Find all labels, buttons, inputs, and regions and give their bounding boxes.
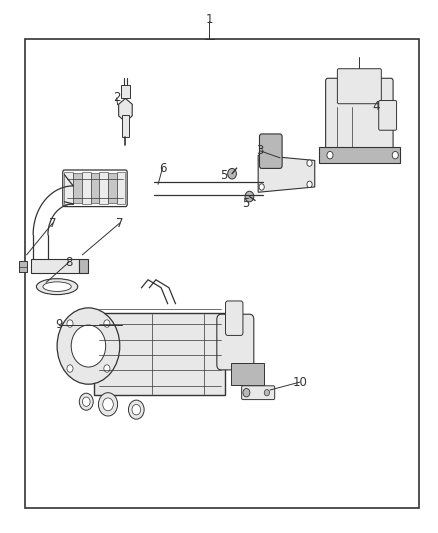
FancyBboxPatch shape <box>31 259 79 273</box>
Text: 4: 4 <box>373 100 380 113</box>
Circle shape <box>128 400 144 419</box>
Text: 9: 9 <box>55 318 63 332</box>
Bar <box>108 173 117 204</box>
Text: 5: 5 <box>242 197 250 211</box>
Bar <box>117 172 125 205</box>
Circle shape <box>327 151 333 159</box>
Circle shape <box>67 365 73 372</box>
FancyBboxPatch shape <box>94 313 225 395</box>
Circle shape <box>259 157 264 164</box>
Circle shape <box>82 397 90 406</box>
FancyBboxPatch shape <box>242 386 275 400</box>
Ellipse shape <box>36 279 78 295</box>
Circle shape <box>71 325 106 367</box>
Text: 1: 1 <box>206 13 213 27</box>
Circle shape <box>99 393 117 416</box>
FancyBboxPatch shape <box>379 101 396 130</box>
Bar <box>82 172 91 205</box>
Text: 2: 2 <box>113 91 120 104</box>
FancyBboxPatch shape <box>226 301 243 335</box>
Text: 8: 8 <box>65 256 73 269</box>
Circle shape <box>104 320 110 327</box>
Bar <box>25 38 419 508</box>
FancyBboxPatch shape <box>319 147 399 163</box>
FancyBboxPatch shape <box>337 69 381 104</box>
Ellipse shape <box>339 70 379 92</box>
Circle shape <box>103 398 113 411</box>
Text: 10: 10 <box>293 376 307 389</box>
Text: 5: 5 <box>220 169 227 182</box>
Circle shape <box>228 168 237 179</box>
Circle shape <box>264 390 269 396</box>
Bar <box>99 172 108 205</box>
Bar <box>122 115 129 136</box>
Circle shape <box>79 393 93 410</box>
Circle shape <box>104 365 110 372</box>
FancyBboxPatch shape <box>259 134 282 168</box>
Circle shape <box>67 320 73 327</box>
Circle shape <box>392 151 398 159</box>
Bar <box>121 85 130 99</box>
Circle shape <box>57 308 120 384</box>
Circle shape <box>132 405 141 415</box>
Circle shape <box>259 184 264 190</box>
Bar <box>64 172 73 205</box>
FancyBboxPatch shape <box>231 363 264 385</box>
Text: 6: 6 <box>159 162 166 175</box>
Bar <box>73 173 82 204</box>
Text: 7: 7 <box>49 216 57 230</box>
Polygon shape <box>258 155 315 192</box>
Bar <box>19 261 27 272</box>
Polygon shape <box>119 99 132 122</box>
Circle shape <box>245 191 254 202</box>
Text: 3: 3 <box>257 144 264 157</box>
Ellipse shape <box>43 282 71 292</box>
Circle shape <box>307 160 312 166</box>
FancyBboxPatch shape <box>217 314 254 370</box>
Circle shape <box>307 181 312 188</box>
Text: 7: 7 <box>116 216 124 230</box>
Circle shape <box>243 389 250 397</box>
FancyBboxPatch shape <box>79 259 88 273</box>
FancyBboxPatch shape <box>325 78 393 152</box>
Bar <box>91 173 99 204</box>
